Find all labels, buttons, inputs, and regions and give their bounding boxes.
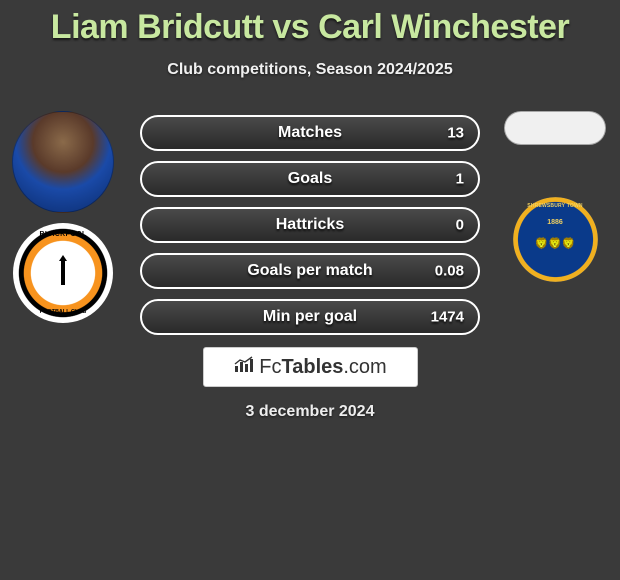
- stat-label: Matches: [278, 124, 342, 142]
- player1-avatar: [12, 111, 114, 213]
- chart-icon: [233, 356, 255, 379]
- shrewsbury-year: 1886: [547, 219, 563, 226]
- stat-p2-value: 1: [456, 171, 464, 188]
- stat-row-hattricks: Hattricks 0: [140, 207, 480, 243]
- blackpool-tower-icon: [61, 261, 65, 285]
- stat-label: Goals per match: [247, 262, 372, 280]
- stats-list: Matches 13 Goals 1 Hattricks 0 Goals per…: [140, 111, 480, 335]
- stat-p2-value: 0.08: [435, 263, 464, 280]
- comparison-content: 1886 Matches 13 Goals 1 Hattricks 0 Goal…: [0, 111, 620, 421]
- stat-p2-value: 13: [447, 125, 464, 142]
- stat-p2-value: 1474: [431, 309, 464, 326]
- subtitle: Club competitions, Season 2024/2025: [0, 61, 620, 79]
- player2-column: 1886: [500, 111, 610, 282]
- fctables-logo[interactable]: FcTables.com: [203, 347, 418, 387]
- player2-avatar: [504, 111, 606, 145]
- page-title: Liam Bridcutt vs Carl Winchester: [0, 0, 620, 47]
- player1-column: [8, 111, 118, 323]
- logo-fc: Fc: [259, 356, 281, 378]
- player1-club-badge: [13, 223, 113, 323]
- stat-row-matches: Matches 13: [140, 115, 480, 151]
- logo-com: .com: [343, 356, 386, 378]
- stat-label: Goals: [288, 170, 332, 188]
- logo-tables: Tables: [282, 356, 344, 378]
- stat-label: Min per goal: [263, 308, 357, 326]
- stat-row-goals: Goals 1: [140, 161, 480, 197]
- stat-label: Hattricks: [276, 216, 344, 234]
- stat-row-min-per-goal: Min per goal 1474: [140, 299, 480, 335]
- stat-row-goals-per-match: Goals per match 0.08: [140, 253, 480, 289]
- date-text: 3 december 2024: [0, 403, 620, 421]
- fctables-text: FcTables.com: [259, 356, 386, 379]
- player2-club-badge: 1886: [513, 197, 598, 282]
- stat-p2-value: 0: [456, 217, 464, 234]
